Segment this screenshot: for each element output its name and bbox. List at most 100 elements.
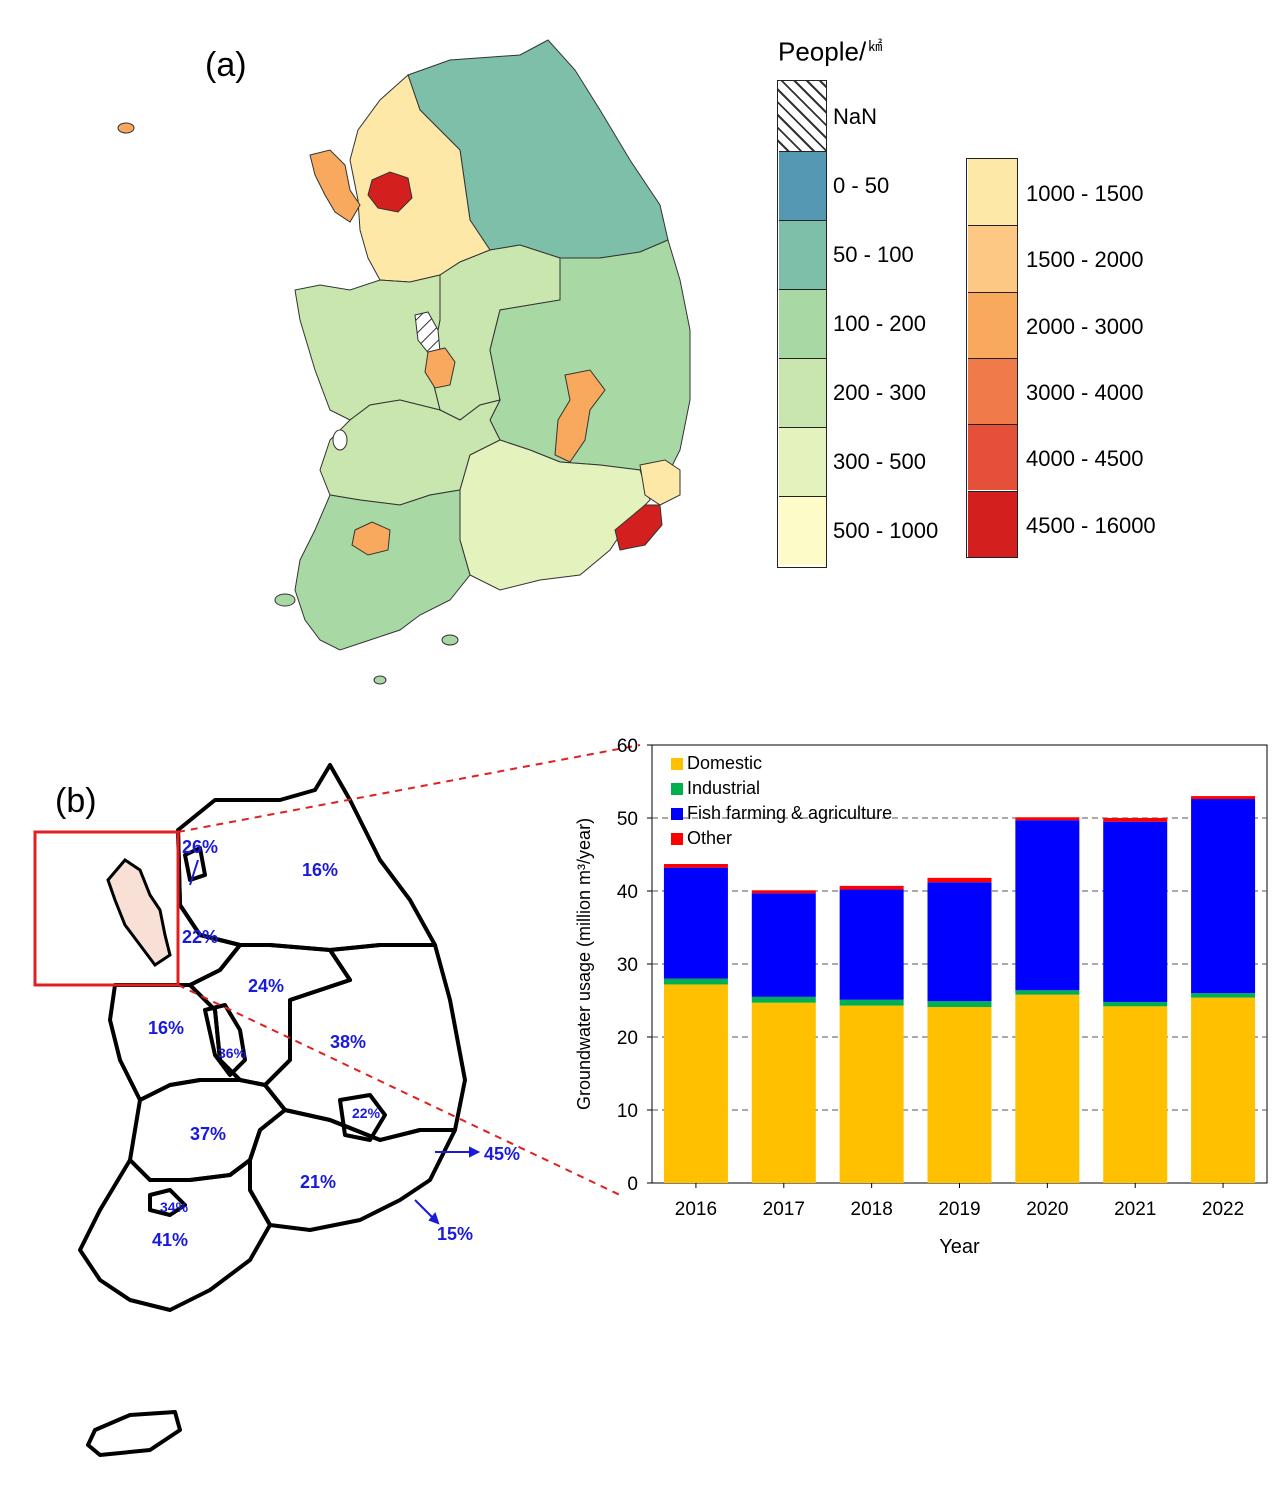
legend-label-right-0: 1000 - 1500 [1026,181,1144,206]
bar-2016-1 [663,978,728,985]
bar-2020-0 [1015,994,1080,1183]
region-daejeon [424,347,456,389]
ytick-label-60: 60 [617,736,638,757]
region-chungnam [294,274,441,421]
groundwater-map [78,763,467,1457]
ytick-label-50: 50 [617,809,638,830]
bar-2020-2 [1015,820,1080,991]
zoom-line-top [177,744,641,833]
ytick-label-40: 40 [617,882,638,903]
outline-seoul [183,846,207,882]
bar-2021-2 [1103,821,1168,1002]
bar-2016-0 [663,984,728,1183]
legend-nan-swatch [778,81,826,152]
panel-a-label: (a) [205,46,247,84]
bar-2021-3 [1103,818,1168,822]
legend-label-left-5: 500 - 1000 [833,518,939,543]
legend-swatch-left-4 [778,427,826,496]
legend-swatch-2 [671,808,683,820]
bar-2016-3 [663,863,728,868]
zoom-line-bottom [177,984,621,1196]
region-gwangju [351,521,391,556]
region-seoul [367,171,413,213]
region-percent-12: 41% [152,1230,188,1250]
bar-2018-1 [839,999,904,1006]
legend-label-left-0: 0 - 50 [833,173,890,198]
bar-2018-0 [839,1005,904,1183]
region-percent-5: 36% [218,1045,247,1061]
legend-swatch-right-5 [967,490,1017,557]
legend-entry-1: Industrial [687,778,760,798]
bar-2017-3 [751,890,816,894]
bar-2018-2 [839,889,904,1000]
legend-swatch-left-0 [778,151,826,220]
bar-2022-3 [1191,796,1256,800]
bar-2018-3 [839,885,904,890]
zoom-box [33,830,180,987]
legend-swatch-right-1 [967,225,1017,292]
region-percent-9: 45% [484,1144,520,1164]
bar-2021-0 [1103,1006,1168,1183]
legend-label-left-1: 50 - 100 [833,242,914,267]
bar-2019-0 [927,1007,992,1183]
region-busan [614,504,663,551]
legend-swatch-3 [671,833,683,845]
outline-jeonnam [78,1158,272,1312]
legend-right-column [966,158,1018,558]
legend-swatch-right-3 [967,357,1017,425]
outline-daegu [338,1093,387,1142]
region-percent-10: 21% [300,1172,336,1192]
bar-2022-1 [1191,993,1256,998]
xtick-label-2018: 2018 [851,1199,893,1220]
xtick-label-2017: 2017 [763,1199,805,1220]
panel-b-label: (b) [55,782,97,820]
population-density-map [117,39,691,685]
legend-left-column [777,80,827,568]
region-percent-8: 37% [190,1124,226,1144]
bar-2019-1 [927,1001,992,1008]
legend-label-left-3: 200 - 300 [833,380,926,405]
region-ulsan [639,459,681,506]
region-daegu [554,369,606,463]
outline-daejeon [203,1003,247,1077]
legend-swatch-left-5 [778,496,826,565]
groundwater-usage-chart: 0 10 20 30 40 50 60 2016 2017 2018 2019 2020 2021 202… [574,736,1268,1258]
legend-label-left-4: 300 - 500 [833,449,926,474]
y-axis-label: Groundwater usage (million m³/year) [574,818,594,1110]
region-jeonnam [294,489,471,651]
bar-2017-0 [751,1002,816,1183]
region-percent-13: 15% [437,1224,473,1244]
bar-2016-2 [663,867,728,979]
bar-2021-1 [1103,1001,1168,1007]
region-percent-2: 22% [182,927,218,947]
legend-title: People/㎢ [778,36,883,67]
legend-swatch-right-0 [967,159,1017,226]
legend-swatch-0 [671,758,683,770]
region-percent-1: 16% [302,860,338,880]
legend-label-right-1: 1500 - 2000 [1026,247,1144,273]
region-percent-3: 24% [248,976,284,996]
legend-swatch-left-3 [778,358,826,427]
legend-swatch-right-4 [967,424,1017,491]
region-percent-0: 26% [182,837,218,857]
outline-jeju [86,1410,182,1457]
outline-gangwon [176,763,437,952]
legend-swatch-left-1 [778,220,826,289]
bar-2022-0 [1191,997,1256,1183]
legend-nan-label: NaN [833,104,878,129]
bar-2019-3 [927,877,992,883]
ytick-label-20: 20 [617,1028,638,1049]
bar-2022-2 [1191,799,1256,994]
region-percent-11: 34% [160,1199,189,1215]
ytick-label-30: 30 [617,955,638,976]
legend-swatch-left-2 [778,289,826,358]
legend-swatch-1 [671,783,683,795]
bar-2019-2 [927,882,992,1002]
x-axis-label: Year [939,1236,980,1258]
region-percent-4: 16% [148,1018,184,1038]
region-percent-7: 22% [352,1105,381,1121]
region-incheon [309,149,361,223]
xtick-label-2021: 2021 [1114,1199,1156,1220]
legend-label-right-4: 4000 - 4500 [1026,446,1144,472]
